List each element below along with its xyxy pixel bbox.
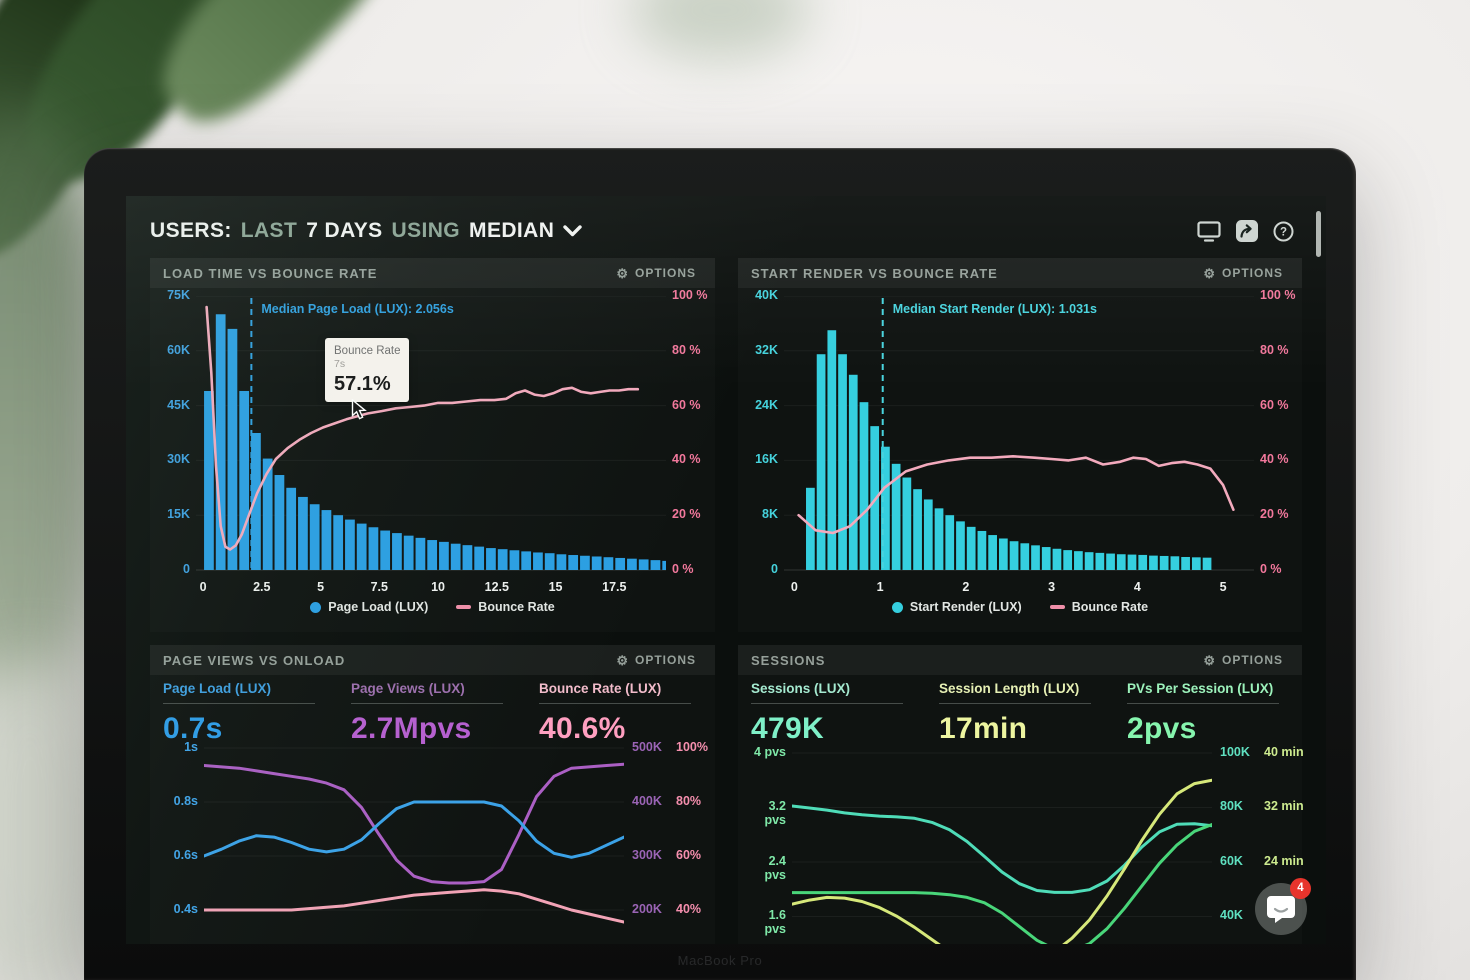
svg-text:5: 5 <box>317 580 324 594</box>
y-axis-right-sessions: 100K 80K 60K 40K <box>1220 744 1250 923</box>
svg-text:?: ? <box>1280 226 1287 238</box>
bounce-rate-tooltip: Bounce Rate 7s 57.1% <box>325 338 409 402</box>
svg-text:15: 15 <box>549 580 563 594</box>
svg-text:0: 0 <box>791 580 798 594</box>
y-axis-left: 4 pvs 3.2 pvs 2.4 pvs 1.6 pvs <box>754 744 786 937</box>
metrics-row: Page Load (LUX) 0.7s Page Views (LUX) 2.… <box>163 681 702 746</box>
plant-leaf <box>136 0 429 148</box>
gear-icon: ⚙︎ <box>1203 265 1216 281</box>
panel-header: SESSIONS ⚙︎ OPTIONS <box>738 645 1302 675</box>
svg-text:1: 1 <box>877 580 884 594</box>
toolbar: ? <box>1197 220 1294 242</box>
options-button[interactable]: ⚙︎ OPTIONS <box>610 652 702 668</box>
svg-text:2.5: 2.5 <box>253 580 270 594</box>
metric-session-length: Session Length (LUX) 17min <box>939 681 1127 746</box>
chat-badge: 4 <box>1290 878 1311 899</box>
scrollbar-thumb[interactable] <box>1316 211 1321 257</box>
panel-header: PAGE VIEWS VS ONLOAD ⚙︎ OPTIONS <box>150 645 715 675</box>
legend-item: Bounce Rate <box>456 600 555 614</box>
svg-text:5: 5 <box>1220 580 1227 594</box>
gear-icon: ⚙︎ <box>1203 652 1216 668</box>
svg-text:2: 2 <box>962 580 969 594</box>
chat-bubble-icon <box>1267 896 1295 923</box>
page-title-dropdown[interactable]: USERS: LAST 7 DAYS USING MEDIAN <box>150 219 582 243</box>
metric-page-load: Page Load (LUX) 0.7s <box>163 681 351 746</box>
metric-page-views: Page Views (LUX) 2.7Mpvs <box>351 681 539 746</box>
svg-text:4: 4 <box>1134 580 1141 594</box>
title-using: USING <box>391 219 461 242</box>
intercom-chat-button[interactable]: 4 <box>1255 878 1311 935</box>
options-button[interactable]: ⚙︎ OPTIONS <box>1197 652 1289 668</box>
chart-page-views-onload[interactable] <box>204 745 624 944</box>
svg-text:10: 10 <box>431 580 445 594</box>
options-button[interactable]: ⚙︎ OPTIONS <box>610 265 702 281</box>
svg-text:Median Start Render (LUX): 1.0: Median Start Render (LUX): 1.031s <box>893 302 1097 316</box>
title-last: LAST <box>240 219 298 242</box>
y-axis-right: 100 % 80 % 60 % 40 % 20 % 0 % <box>1260 288 1296 576</box>
legend-item: Start Render (LUX) <box>891 600 1022 614</box>
metrics-row: Sessions (LUX) 479K Session Length (LUX)… <box>751 681 1289 746</box>
gear-icon: ⚙︎ <box>616 265 629 281</box>
macbook-brand-text: MacBook Pro <box>677 953 763 968</box>
metric-sessions: Sessions (LUX) 479K <box>751 681 939 746</box>
help-icon[interactable]: ? <box>1273 221 1294 242</box>
svg-text:7.5: 7.5 <box>371 580 388 594</box>
chart-start-render[interactable]: Median Start Render (LUX): 1.031s 0 1 2 3 4 5 <box>784 296 1254 596</box>
panel-title: START RENDER VS BOUNCE RATE <box>751 265 998 281</box>
panel-grid: LOAD TIME VS BOUNCE RATE ⚙︎ OPTIONS 75K 60… <box>150 258 1304 944</box>
dashboard-header: USERS: LAST 7 DAYS USING MEDIAN ? <box>150 212 1308 250</box>
laptop: USERS: LAST 7 DAYS USING MEDIAN ? <box>84 148 1356 980</box>
options-button[interactable]: ⚙︎ OPTIONS <box>1197 265 1289 281</box>
panel-header: START RENDER VS BOUNCE RATE ⚙︎ OPTIONS <box>738 258 1302 288</box>
y-axis-right-pageviews: 500K 400K 300K 200K <box>632 739 662 916</box>
svg-text:12.5: 12.5 <box>485 580 509 594</box>
mouse-cursor-icon <box>351 399 367 420</box>
y-axis-right-minutes: 40 min 32 min 24 min <box>1264 744 1304 868</box>
svg-text:17.5: 17.5 <box>602 580 626 594</box>
metric-pvs-per-session: PVs Per Session (LUX) 2pvs <box>1127 681 1289 746</box>
metric-bounce-rate: Bounce Rate (LUX) 40.6% <box>539 681 702 746</box>
svg-text:3: 3 <box>1048 580 1055 594</box>
chart-load-time[interactable]: Median Page Load (LUX): 2.056s 0 2.5 5 7.5 10… <box>196 296 666 596</box>
title-users: USERS: <box>150 219 232 242</box>
legend: Start Render (LUX) Bounce Rate <box>738 600 1302 614</box>
panel-start-render-vs-bounce-rate: START RENDER VS BOUNCE RATE ⚙︎ OPTIONS 40… <box>738 258 1302 632</box>
title-aggregation: MEDIAN <box>469 219 555 242</box>
display-icon[interactable] <box>1197 220 1221 242</box>
y-axis-right: 100 % 80 % 60 % 40 % 20 % 0 % <box>672 288 708 576</box>
legend-item: Bounce Rate <box>1049 600 1148 614</box>
svg-text:0: 0 <box>200 580 207 594</box>
panel-header: LOAD TIME VS BOUNCE RATE ⚙︎ OPTIONS <box>150 258 715 288</box>
legend: Page Load (LUX) Bounce Rate <box>150 600 715 614</box>
plant-leaf <box>630 0 810 60</box>
laptop-chin: MacBook Pro <box>84 946 1356 980</box>
legend-item: Page Load (LUX) <box>310 600 428 614</box>
svg-text:Median Page Load (LUX): 2.056s: Median Page Load (LUX): 2.056s <box>261 302 453 316</box>
y-axis-left: 40K 32K 24K 16K 8K 0 <box>755 288 778 576</box>
gear-icon: ⚙︎ <box>616 652 629 668</box>
y-axis-right-bounce: 100% 80% 60% 40% <box>676 739 708 916</box>
panel-title: LOAD TIME VS BOUNCE RATE <box>163 265 378 281</box>
dashboard-screen: USERS: LAST 7 DAYS USING MEDIAN ? <box>126 196 1326 944</box>
panel-title: PAGE VIEWS VS ONLOAD <box>163 652 346 668</box>
y-axis-left: 1s 0.8s 0.6s 0.4s <box>173 739 198 916</box>
panel-sessions: SESSIONS ⚙︎ OPTIONS Sessions (LUX) 479K S… <box>738 645 1304 944</box>
share-icon[interactable] <box>1236 220 1258 242</box>
chart-sessions[interactable] <box>792 745 1212 944</box>
panel-page-views-vs-onload: PAGE VIEWS VS ONLOAD ⚙︎ OPTIONS Page Load… <box>150 645 715 944</box>
chevron-down-icon <box>563 225 582 237</box>
y-axis-left: 75K 60K 45K 30K 15K 0 <box>167 288 190 576</box>
panel-title: SESSIONS <box>751 652 826 668</box>
panel-load-time-vs-bounce-rate: LOAD TIME VS BOUNCE RATE ⚙︎ OPTIONS 75K 60… <box>150 258 715 632</box>
title-range: 7 DAYS <box>306 219 383 242</box>
